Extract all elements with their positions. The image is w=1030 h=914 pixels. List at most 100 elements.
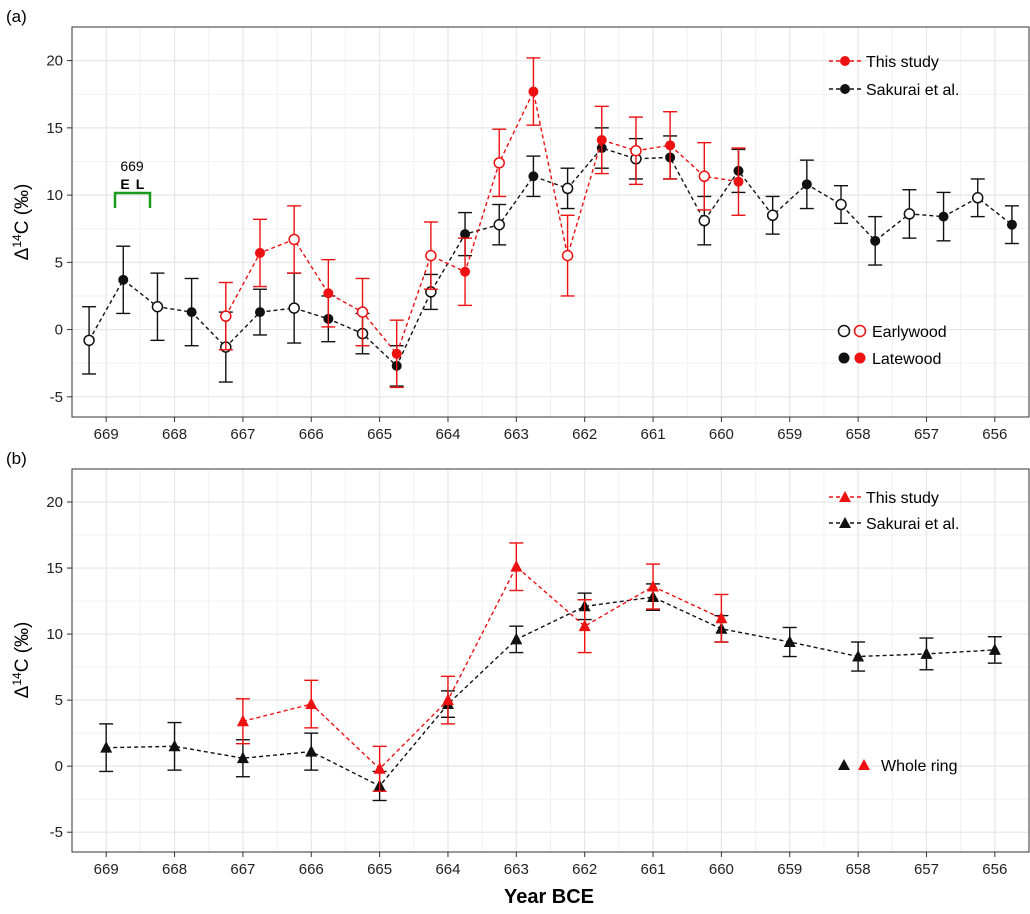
panel-a-legend: This study Sakurai et al. Earlywood Late…: [829, 54, 959, 368]
latewood-point: [323, 288, 334, 299]
earlywood-point: [220, 310, 232, 322]
x-tick-label: 667: [230, 861, 255, 878]
y-tick-label: 10: [46, 626, 63, 643]
x-tick-label: 656: [982, 426, 1007, 443]
panel-a-y-axis-title: Δ14C (‰): [10, 184, 33, 261]
y-tick-label: -5: [50, 389, 63, 406]
x-tick-label: 662: [572, 861, 597, 878]
legend-b-this-study-marker: [839, 491, 851, 502]
bracket-year-label: 669: [120, 158, 144, 174]
panel-b-y-ticks: -5 0 5 10 15 20: [46, 494, 72, 841]
earlywood-point: [83, 334, 95, 347]
earlywood-point: [561, 182, 574, 195]
panel-b-legend: This study Sakurai et al. Whole ring: [829, 490, 959, 775]
latewood-point: [733, 176, 744, 187]
latewood-point: [118, 274, 129, 285]
legend-b-sakurai-label: Sakurai et al.: [866, 516, 959, 533]
whole-ring-point: [441, 693, 454, 706]
legend-latewood-red-marker: [854, 352, 866, 364]
legend-latewood-black-marker: [838, 352, 850, 364]
whole-ring-point: [715, 611, 728, 624]
panel-b-y-axis-title: Δ14C (‰): [10, 622, 33, 699]
earlywood-point: [766, 209, 779, 222]
series-line: [242, 565, 722, 770]
panel-a-border: [71, 26, 1030, 418]
legend-b-sakurai-marker: [839, 517, 851, 528]
latewood-point: [391, 348, 402, 359]
legend-sakurai-marker: [840, 84, 850, 94]
earlywood-point: [903, 208, 916, 220]
latewood-point: [528, 171, 539, 182]
whole-ring-point: [373, 762, 386, 774]
x-tick-label: 660: [709, 426, 734, 443]
x-tick-label: 663: [504, 426, 529, 443]
earlywood-point: [288, 233, 300, 246]
y-tick-label: 5: [55, 692, 63, 709]
whole-ring-point: [305, 745, 318, 757]
year-669-bracket: 669 E L: [113, 158, 152, 208]
latewood-point: [596, 134, 607, 145]
x-tick-label: 662: [572, 426, 597, 443]
whole-ring-point: [305, 697, 318, 710]
legend-this-study-label: This study: [866, 54, 939, 71]
legend-whole-black-marker: [838, 759, 850, 770]
panel-a-label: (a): [6, 7, 27, 26]
x-tick-label: 657: [914, 426, 939, 443]
whole-ring-point: [510, 632, 523, 645]
y-tick-label: 20: [46, 494, 63, 511]
panel-b-series: [99, 542, 1002, 802]
whole-ring-point: [510, 560, 523, 572]
x-tick-label: 666: [299, 426, 324, 443]
earlywood-point: [698, 214, 711, 227]
latewood-point: [1006, 219, 1017, 230]
whole-ring-point: [236, 751, 249, 764]
latewood-point: [528, 86, 539, 97]
earlywood-point: [425, 249, 437, 262]
x-tick-label: 665: [367, 426, 392, 443]
panel-a-series: [82, 57, 1019, 389]
bracket-late-label: L: [136, 176, 145, 192]
x-tick-label: 659: [777, 426, 802, 443]
latewood-point: [938, 211, 949, 222]
x-tick-label: 668: [162, 426, 187, 443]
x-axis-title: Year BCE: [504, 886, 594, 908]
panel-a-x-ticks: 669 668 667 666 665 664 663 662 661 660 659 658 657 6…: [94, 417, 1007, 443]
whole-ring-point: [578, 619, 591, 632]
earlywood-point: [698, 170, 711, 183]
x-tick-label: 665: [367, 861, 392, 878]
whole-ring-point: [852, 649, 865, 662]
earlywood-point: [493, 157, 505, 169]
earlywood-point: [561, 249, 574, 262]
x-tick-label: 663: [504, 861, 529, 878]
x-tick-label: 664: [435, 861, 460, 878]
x-tick-label: 669: [94, 426, 119, 443]
panel-a-y-ticks: -5 0 5 10 15 20: [46, 53, 72, 406]
x-tick-label: 664: [435, 426, 460, 443]
legend-earlywood-red-marker: [853, 324, 867, 338]
legend-whole-red-marker: [858, 759, 870, 770]
y-tick-label: 0: [55, 322, 63, 339]
y-tick-label: 5: [55, 254, 63, 271]
whole-ring-point: [920, 647, 933, 659]
latewood-point: [665, 140, 676, 151]
panel-b-border: [71, 468, 1030, 853]
latewood-point: [870, 235, 881, 246]
whole-ring-point: [236, 714, 249, 727]
bracket-early-label: E: [120, 176, 129, 192]
legend-whole-ring-label: Whole ring: [881, 758, 957, 775]
series-line: [88, 147, 1013, 368]
series-line: [106, 596, 995, 787]
earlywood-point: [835, 198, 847, 211]
latewood-point: [801, 179, 812, 190]
panel-b-x-ticks: 669 668 667 666 665 664 663 662 661 660 659 658 657 6…: [94, 852, 1007, 878]
y-tick-label: 15: [46, 560, 63, 577]
panel-a-grid: [72, 27, 1029, 417]
y-tick-label: 10: [46, 187, 63, 204]
earlywood-point: [971, 192, 984, 204]
whole-ring-point: [647, 579, 660, 592]
earlywood-point: [356, 306, 369, 318]
y-tick-label: 15: [46, 120, 63, 137]
